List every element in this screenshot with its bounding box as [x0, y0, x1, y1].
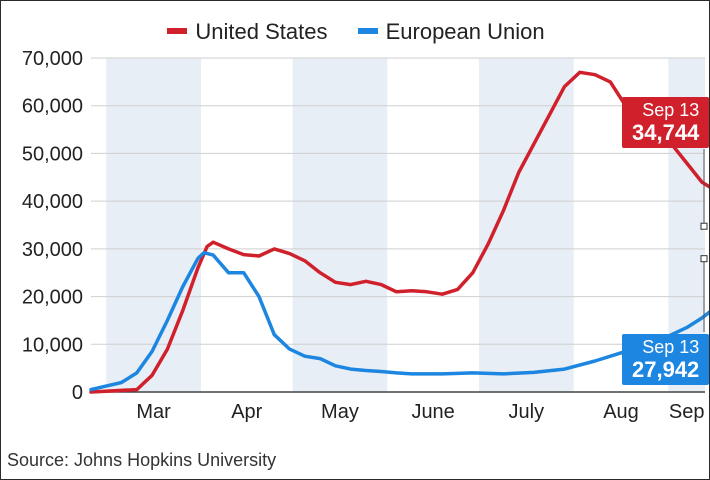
- callout-united-states: Sep 13 34,744: [622, 97, 709, 148]
- legend-swatch-european-union: [357, 28, 378, 35]
- x-tick-label: Mar: [136, 401, 171, 423]
- x-tick-label: Aug: [603, 401, 639, 423]
- y-tick-label: 30,000: [22, 239, 83, 261]
- legend-swatch-united-states: [167, 28, 188, 35]
- legend-label-united-states: United States: [195, 19, 328, 44]
- source-note: Source: Johns Hopkins University: [7, 450, 277, 470]
- y-tick-label: 50,000: [22, 143, 83, 165]
- y-tick-label: 60,000: [22, 96, 83, 118]
- y-tick-label: 20,000: [22, 287, 83, 309]
- x-tick-label: May: [321, 401, 359, 423]
- series-line-united-states: [89, 70, 709, 394]
- x-tick-label: Sep: [669, 401, 705, 423]
- month-band-mar: [106, 58, 201, 392]
- y-tick-label: 0: [72, 382, 83, 404]
- callout-european-union: Sep 13 27,942: [622, 334, 709, 385]
- y-tick-label: 10,000: [22, 334, 83, 356]
- callout-us-value: 34,744: [632, 120, 700, 145]
- legend-item-united-states: United States: [167, 19, 327, 45]
- callout-eu-date: Sep 13: [642, 337, 700, 357]
- month-band-may: [292, 58, 388, 392]
- callout-eu-value: 27,942: [632, 357, 700, 382]
- end-marker-european-union: [700, 255, 708, 263]
- legend-label-european-union: European Union: [385, 19, 545, 44]
- y-tick-label: 40,000: [22, 191, 83, 213]
- legend: United States European Union: [1, 19, 709, 45]
- end-marker-united-states: [700, 222, 708, 230]
- legend-item-european-union: European Union: [357, 19, 545, 45]
- series-line-european-union: [89, 250, 709, 392]
- callout-us-date: Sep 13: [642, 100, 700, 120]
- x-tick-label: July: [509, 401, 545, 423]
- x-tick-label: June: [411, 401, 454, 423]
- y-tick-label: 70,000: [22, 48, 83, 70]
- month-band-july: [478, 58, 574, 392]
- x-tick-label: Apr: [231, 401, 262, 423]
